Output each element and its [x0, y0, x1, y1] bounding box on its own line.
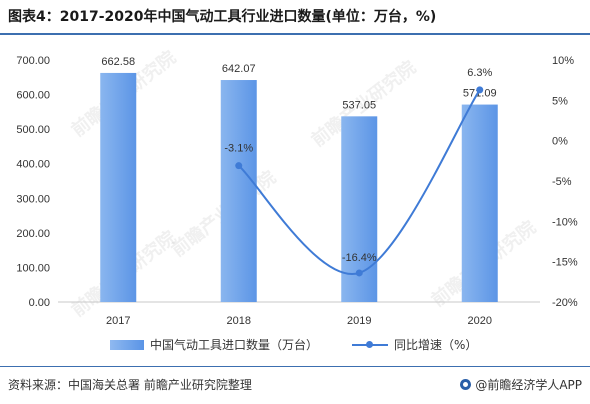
y-left-tick-label: 500.00 — [16, 124, 50, 136]
footer-divider — [0, 366, 590, 367]
bar — [100, 72, 137, 302]
y-left-tick-label: 700.00 — [16, 55, 50, 67]
brand-text: @前瞻经济学人APP — [475, 378, 582, 392]
legend-bar-label: 中国气动工具进口数量（万台） — [150, 338, 319, 352]
y-left-tick-label: 0.00 — [29, 297, 50, 309]
y-right-tick-label: 0% — [552, 136, 568, 148]
y-left-tick-label: 300.00 — [16, 193, 50, 205]
chart-canvas: 0.00 100.00 200.00 300.00 400.00 500.00 600.00… — [16, 55, 578, 327]
chart-title: 图表4：2017-2020年中国气动工具行业进口数量(单位：万台，%) — [8, 9, 437, 25]
legend-item-bars: 中国气动工具进口数量（万台） — [110, 336, 318, 353]
growth-value-label: -3.1% — [224, 143, 253, 155]
bar — [461, 104, 498, 302]
source-note: 资料来源：中国海关总署 前瞻产业研究院整理 — [8, 378, 252, 392]
legend-line-label: 同比增速（%） — [394, 338, 478, 352]
y-right-tick-label: -20% — [552, 297, 578, 309]
x-tick-label: 2018 — [227, 315, 251, 327]
growth-point — [235, 162, 243, 170]
bar-value-label: 537.05 — [342, 99, 376, 111]
legend-item-line: 同比增速（%） — [352, 336, 477, 353]
bar — [220, 80, 257, 303]
y-left-tick-label: 100.00 — [16, 262, 50, 274]
chart-legend: 中国气动工具进口数量（万台） 同比增速（%） — [110, 336, 477, 353]
y-right-tick-label: -5% — [552, 176, 572, 188]
y-left-tick-label: 200.00 — [16, 228, 50, 240]
y-left-tick-label: 400.00 — [16, 159, 50, 171]
growth-point — [355, 269, 363, 277]
y-right-tick-label: 5% — [552, 95, 568, 107]
bar-value-label: 642.07 — [222, 63, 256, 75]
legend-line-swatch — [352, 340, 389, 350]
growth-value-label: -16.4% — [342, 252, 377, 264]
y-right-tick-label: -15% — [552, 257, 578, 269]
bar-value-label: 662.58 — [101, 56, 135, 68]
x-tick-label: 2020 — [468, 315, 492, 327]
y-right-tick-label: 10% — [552, 55, 574, 67]
growth-value-label: 6.3% — [467, 67, 492, 79]
y-right-tick-label: -10% — [552, 216, 578, 228]
brand-logo-icon — [460, 379, 472, 390]
brand-credit: @前瞻经济学人APP — [460, 376, 582, 393]
y-left-tick-label: 600.00 — [16, 90, 50, 102]
x-tick-label: 2017 — [106, 315, 130, 327]
growth-point — [476, 86, 484, 94]
bar-value-label: 571.09 — [463, 88, 497, 100]
x-tick-label: 2019 — [347, 315, 371, 327]
title-divider — [0, 33, 590, 35]
legend-bar-swatch — [110, 339, 144, 350]
